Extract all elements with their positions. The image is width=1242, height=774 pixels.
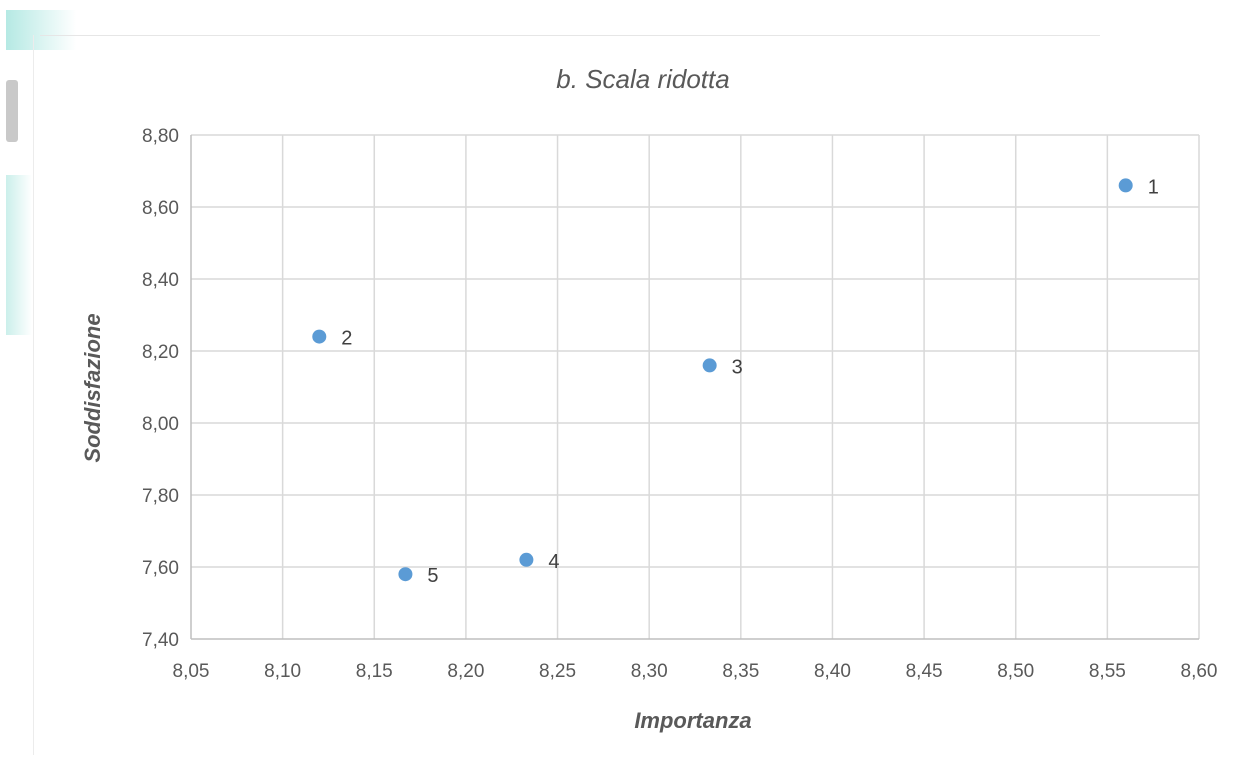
x-tick-label: 8,20 xyxy=(447,661,484,682)
y-tick-label: 8,20 xyxy=(142,342,179,363)
data-label: 3 xyxy=(732,356,743,378)
x-tick-label: 8,50 xyxy=(997,661,1034,682)
data-label: 1 xyxy=(1148,176,1159,198)
y-tick-label: 8,80 xyxy=(142,126,179,147)
y-axis-title: Soddisfazione xyxy=(80,313,105,462)
grid xyxy=(191,134,1200,639)
y-tick-label: 7,60 xyxy=(142,558,179,579)
data-label: 4 xyxy=(548,551,559,573)
axes: 8,05 8,10 8,15 8,20 8,25 8,30 8,35 8,40 8,45 8,50… xyxy=(142,126,1217,682)
data-points: 1 2 3 4 5 xyxy=(312,176,1159,587)
x-tick-label: 8,10 xyxy=(264,661,301,682)
x-tick-label: 8,55 xyxy=(1089,661,1126,682)
y-tick-label: 7,80 xyxy=(142,486,179,507)
x-tick-label: 8,30 xyxy=(631,661,668,682)
x-tick-label: 8,45 xyxy=(906,661,943,682)
y-tick-label: 7,40 xyxy=(142,630,179,651)
data-point xyxy=(702,358,717,373)
data-point xyxy=(1118,178,1133,193)
x-tick-label: 8,05 xyxy=(173,661,210,682)
data-point xyxy=(398,567,413,582)
data-point xyxy=(519,552,534,567)
x-tick-label: 8,25 xyxy=(539,661,576,682)
x-tick-label: 8,40 xyxy=(814,661,851,682)
x-tick-label: 8,35 xyxy=(722,661,759,682)
x-tick-label: 8,15 xyxy=(356,661,393,682)
data-label: 5 xyxy=(427,565,438,587)
y-tick-label: 8,40 xyxy=(142,270,179,291)
x-axis-title: Importanza xyxy=(634,708,751,733)
y-tick-label: 8,60 xyxy=(142,198,179,219)
chart-title: b. Scala ridotta xyxy=(556,64,729,94)
data-label: 2 xyxy=(341,328,352,350)
x-tick-label: 8,60 xyxy=(1181,661,1218,682)
data-point xyxy=(312,329,327,344)
y-tick-label: 8,00 xyxy=(142,414,179,435)
